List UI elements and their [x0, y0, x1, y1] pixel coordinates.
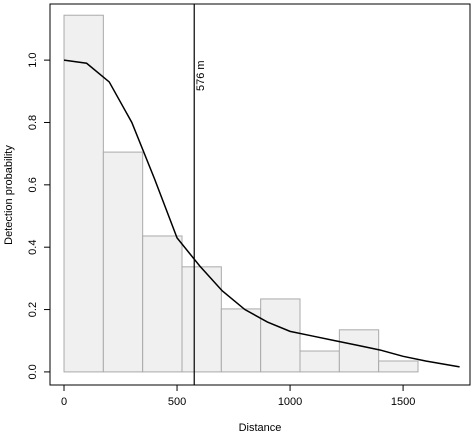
y-tick-label: 0.0	[27, 364, 39, 379]
y-tick-label: 0.4	[27, 240, 39, 255]
bar	[142, 235, 183, 373]
y-tick-label: 1.0	[27, 52, 39, 67]
detection-curve	[63, 59, 460, 368]
bar	[181, 266, 222, 373]
y-tick-label: 0.8	[27, 115, 39, 130]
bar	[260, 298, 301, 373]
y-tick-label: 0.2	[27, 302, 39, 317]
x-tick-label: 1500	[391, 396, 415, 408]
y-axis-label: Detection probability	[3, 145, 15, 245]
bar	[220, 308, 262, 373]
x-tick-label: 1000	[278, 396, 302, 408]
bar	[378, 360, 419, 373]
plot-frame	[49, 3, 471, 386]
bar	[338, 329, 380, 373]
x-tick-label: 500	[168, 396, 186, 408]
x-tick-label: 0	[61, 396, 67, 408]
bar	[102, 151, 144, 373]
y-tick-label: 0.6	[27, 177, 39, 192]
x-axis-label: Distance	[239, 422, 282, 434]
vline-label: 576 m	[195, 60, 207, 91]
bar	[299, 350, 340, 373]
bar	[63, 14, 104, 373]
